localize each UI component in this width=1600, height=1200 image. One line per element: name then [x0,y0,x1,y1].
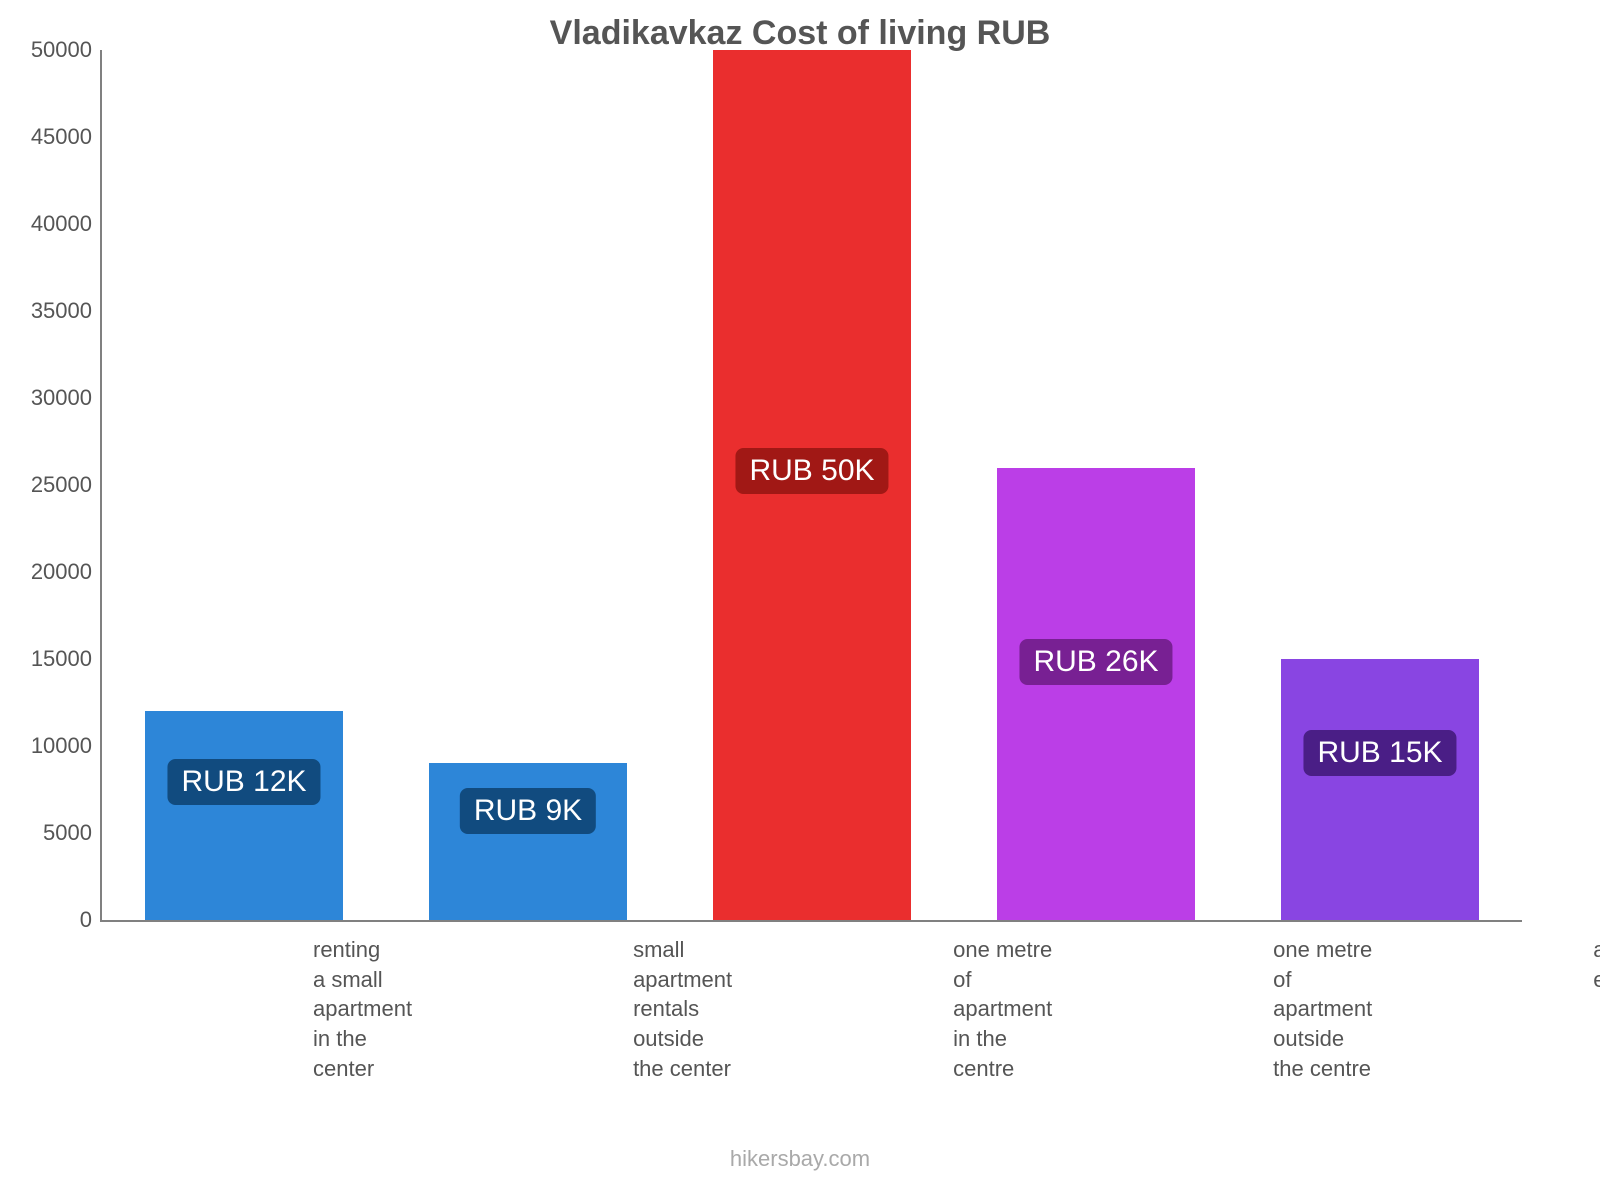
bar-slot: RUB 15K [1238,50,1522,920]
category-label-slot: one metre of apartment outside the centr… [1060,935,1380,1083]
y-tick-label: 35000 [31,298,102,324]
bar-slot: RUB 9K [386,50,670,920]
y-tick-label: 0 [80,907,102,933]
y-tick-label: 50000 [31,37,102,63]
bar [997,468,1196,920]
value-badge: RUB 9K [460,788,596,834]
value-badge: RUB 26K [1019,639,1172,685]
y-tick-label: 15000 [31,646,102,672]
bar-slot: RUB 12K [102,50,386,920]
category-label: average earnings [1593,935,1600,994]
source-attribution: hikersbay.com [0,1146,1600,1172]
bar [1281,659,1480,920]
y-tick-label: 5000 [43,820,102,846]
value-badge: RUB 15K [1303,730,1456,776]
category-label-slot: average earnings [1380,935,1600,1083]
value-badge: RUB 12K [167,759,320,805]
bar-slot: RUB 26K [954,50,1238,920]
category-label-slot: renting a small apartment in the center [100,935,420,1083]
plot-area: RUB 12KRUB 9KRUB 50KRUB 26KRUB 15K 05000… [100,50,1522,922]
y-tick-label: 30000 [31,385,102,411]
y-tick-label: 40000 [31,211,102,237]
y-tick-label: 10000 [31,733,102,759]
category-label: small apartment rentals outside the cent… [633,935,732,1083]
value-badge: RUB 50K [735,448,888,494]
y-tick-label: 25000 [31,472,102,498]
bars-container: RUB 12K RUB 9K RUB 50K RUB 26K RUB 15K [102,50,1522,920]
category-label: one metre of apartment in the centre [953,935,1052,1083]
y-tick-label: 20000 [31,559,102,585]
cost-of-living-chart: Vladikavkaz Cost of living RUB RUB 12KRU… [0,0,1600,1200]
bar [145,711,344,920]
category-labels: renting a small apartment in the center s… [100,935,1520,1083]
category-label: one metre of apartment outside the centr… [1273,935,1372,1083]
category-label-slot: small apartment rentals outside the cent… [420,935,740,1083]
chart-title: Vladikavkaz Cost of living RUB [0,14,1600,53]
category-label: renting a small apartment in the center [313,935,412,1083]
bar-slot: RUB 50K [670,50,954,920]
category-label-slot: one metre of apartment in the centre [740,935,1060,1083]
y-tick-label: 45000 [31,124,102,150]
